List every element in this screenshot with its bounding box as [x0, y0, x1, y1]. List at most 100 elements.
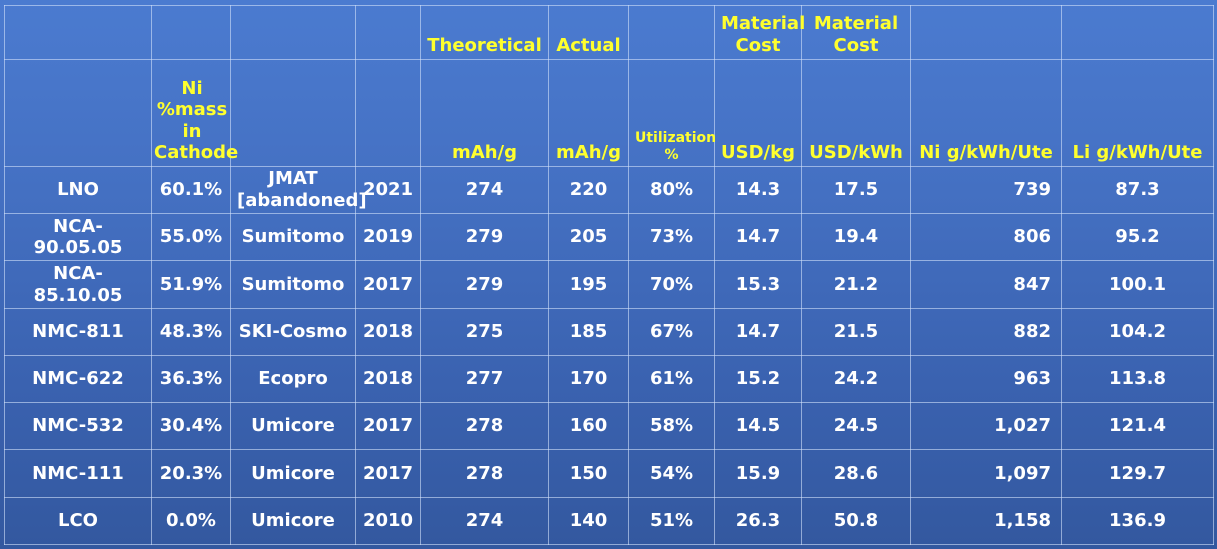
- li-g-cell: 113.8: [1061, 354, 1214, 404]
- ni-g-header: Ni g/kWh/Ute: [910, 59, 1062, 167]
- year-cell: 2017: [355, 449, 421, 498]
- theoretical-unit-header: mAh/g: [420, 59, 549, 167]
- table-body: LNO 60.1% JMAT [abandoned] 2021 274 220 80% 14.3…: [4, 165, 1214, 546]
- company-cell: Umicore: [230, 402, 356, 451]
- usd-kwh-cell: 50.8: [801, 496, 911, 546]
- li-g-header: Li g/kWh/Ute: [1061, 59, 1214, 167]
- usd-kg-cell: 26.3: [714, 496, 802, 546]
- actual-cell: 170: [548, 354, 629, 404]
- usd-kwh-cell: 19.4: [801, 213, 911, 262]
- header-cell-empty: [151, 4, 231, 61]
- utilization-header-line: %: [664, 147, 679, 164]
- table-row: LCO 0.0% Umicore 2010 274 140 51% 26.3 50.8 1,158…: [4, 496, 1214, 546]
- ni-g-cell: 963: [910, 354, 1062, 404]
- usd-kg-cell: 15.3: [714, 260, 802, 309]
- ni-g-cell: 1,027: [910, 402, 1062, 451]
- material-cost-kwh-header: Material Cost: [801, 4, 911, 61]
- theoretical-cell: 278: [420, 402, 549, 451]
- company-cell: SKI-Cosmo: [230, 307, 356, 356]
- header-cell-empty: [230, 59, 356, 167]
- li-g-cell: 136.9: [1061, 496, 1214, 546]
- company-name: SKI-Cosmo: [238, 320, 348, 342]
- theoretical-cell: 277: [420, 354, 549, 404]
- year-cell: 2017: [355, 402, 421, 451]
- company-cell: Sumitomo: [230, 260, 356, 309]
- ni-mass-header-line: in: [182, 120, 202, 142]
- usd-kg-cell: 14.3: [714, 165, 802, 215]
- year-cell: 2018: [355, 354, 421, 404]
- actual-cell: 140: [548, 496, 629, 546]
- year-cell: 2019: [355, 213, 421, 262]
- ni-g-cell: 1,097: [910, 449, 1062, 498]
- usd-kwh-cell: 24.5: [801, 402, 911, 451]
- li-g-cell: 87.3: [1061, 165, 1214, 215]
- usd-kwh-cell: 21.2: [801, 260, 911, 309]
- theoretical-cell: 275: [420, 307, 549, 356]
- chemistry-cell: NCA-85.10.05: [4, 260, 152, 309]
- theoretical-header: Theoretical: [420, 4, 549, 61]
- header-cell-empty: [355, 4, 421, 61]
- year-cell: 2018: [355, 307, 421, 356]
- header-cell-empty: [628, 4, 715, 61]
- utilization-cell: 67%: [628, 307, 715, 356]
- chemistry-cell: NMC-622: [4, 354, 152, 404]
- year-cell: 2017: [355, 260, 421, 309]
- theoretical-cell: 279: [420, 260, 549, 309]
- utilization-cell: 80%: [628, 165, 715, 215]
- header-cell-empty: [910, 4, 1062, 61]
- company-note: [abandoned]: [237, 190, 367, 212]
- utilization-cell: 73%: [628, 213, 715, 262]
- company-cell: Umicore: [230, 449, 356, 498]
- company-cell: Umicore: [230, 496, 356, 546]
- company-name: Sumitomo: [241, 226, 345, 248]
- actual-cell: 205: [548, 213, 629, 262]
- header-row-1: Theoretical Actual Material Cost Materia…: [4, 4, 1214, 61]
- header-row-2: Ni %mass in Cathode mAh/g mAh/g Utilizat…: [4, 59, 1214, 167]
- usd-kwh-cell: 21.5: [801, 307, 911, 356]
- ni-mass-cell: 48.3%: [151, 307, 231, 356]
- table-row: NMC-811 48.3% SKI-Cosmo 2018 275 185 67% 14.7 21…: [4, 307, 1214, 356]
- company-cell: Sumitomo: [230, 213, 356, 262]
- actual-header: Actual: [548, 4, 629, 61]
- li-g-cell: 129.7: [1061, 449, 1214, 498]
- usd-kwh-cell: 24.2: [801, 354, 911, 404]
- header-cell-empty: [355, 59, 421, 167]
- usd-kg-cell: 14.7: [714, 213, 802, 262]
- chemistry-cell: NMC-532: [4, 402, 152, 451]
- chemistry-cell: NMC-811: [4, 307, 152, 356]
- header-cell-empty: [230, 4, 356, 61]
- year-cell: 2021: [355, 165, 421, 215]
- li-g-cell: 104.2: [1061, 307, 1214, 356]
- company-name: Umicore: [251, 510, 335, 532]
- ni-mass-cell: 30.4%: [151, 402, 231, 451]
- actual-cell: 220: [548, 165, 629, 215]
- ni-g-cell: 882: [910, 307, 1062, 356]
- usd-kg-cell: 14.5: [714, 402, 802, 451]
- ni-g-cell: 739: [910, 165, 1062, 215]
- ni-g-cell: 1,158: [910, 496, 1062, 546]
- ni-mass-header-line: Cathode: [154, 142, 239, 164]
- ni-mass-header-line: Ni: [181, 77, 203, 99]
- ni-mass-cell: 20.3%: [151, 449, 231, 498]
- actual-unit-header: mAh/g: [548, 59, 629, 167]
- theoretical-cell: 274: [420, 165, 549, 215]
- chemistry-cell: LCO: [4, 496, 152, 546]
- ni-mass-header-line: %mass: [156, 99, 228, 121]
- usd-kg-cell: 14.7: [714, 307, 802, 356]
- utilization-cell: 54%: [628, 449, 715, 498]
- actual-cell: 150: [548, 449, 629, 498]
- table-row: NMC-622 36.3% Ecopro 2018 277 170 61% 15.2 24.2 9…: [4, 354, 1214, 404]
- header-cell-empty: [4, 4, 152, 61]
- cost-kwh-unit-header: USD/kWh: [801, 59, 911, 167]
- table-row: NMC-111 20.3% Umicore 2017 278 150 54% 15.9 28.6…: [4, 449, 1214, 498]
- usd-kwh-cell: 17.5: [801, 165, 911, 215]
- company-cell: Ecopro: [230, 354, 356, 404]
- utilization-header-line: Utilization: [635, 130, 717, 147]
- company-cell: JMAT [abandoned]: [230, 165, 367, 215]
- utilization-cell: 51%: [628, 496, 715, 546]
- ni-mass-cell: 36.3%: [151, 354, 231, 404]
- header-cell-empty: [1061, 4, 1214, 61]
- actual-cell: 185: [548, 307, 629, 356]
- theoretical-cell: 279: [420, 213, 549, 262]
